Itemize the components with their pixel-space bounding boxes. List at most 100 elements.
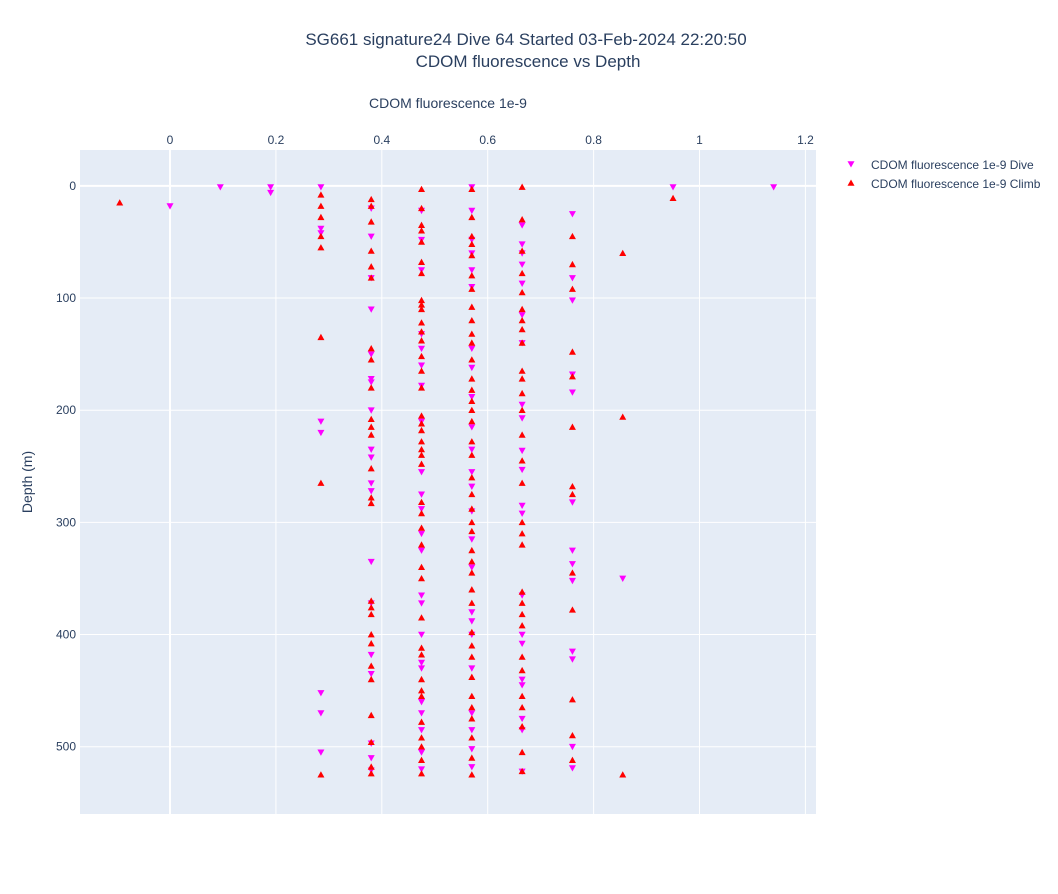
dive-point xyxy=(518,676,526,683)
dive-point xyxy=(367,306,375,313)
x-tick-label: 0 xyxy=(167,133,174,147)
climb-point xyxy=(468,356,476,363)
dive-point xyxy=(317,710,325,717)
dive-point xyxy=(518,447,526,455)
dive-point xyxy=(418,547,426,554)
dive-point xyxy=(568,648,576,655)
x-axis-title: CDOM fluorescence 1e-9 xyxy=(369,95,527,111)
climb-point xyxy=(418,367,426,374)
dive-point xyxy=(518,682,526,689)
dive-point xyxy=(418,506,426,513)
climb-point xyxy=(418,692,426,700)
climb-point xyxy=(317,771,325,778)
dive-point xyxy=(418,600,426,607)
climb-point xyxy=(468,251,476,259)
climb-point xyxy=(518,723,526,730)
climb-point xyxy=(468,546,476,554)
climb-point xyxy=(367,662,375,669)
dive-point xyxy=(568,275,576,282)
climb-point xyxy=(367,604,375,611)
climb-point xyxy=(468,771,476,778)
dive-point xyxy=(468,207,476,215)
legend-item-climb[interactable]: CDOM fluorescence 1e-9 Climb xyxy=(847,177,1041,191)
climb-point xyxy=(418,305,426,313)
dive-point xyxy=(568,577,576,585)
dive-point xyxy=(367,480,375,487)
dive-point xyxy=(418,699,426,706)
climb-point xyxy=(418,204,426,212)
dive-point xyxy=(418,362,426,369)
dive-point xyxy=(518,241,526,248)
dive-point xyxy=(518,312,526,319)
climb-point xyxy=(568,606,576,613)
dive-point xyxy=(317,184,325,191)
climb-point xyxy=(518,666,526,674)
x-tick-label: 0.8 xyxy=(585,133,602,147)
dive-point xyxy=(367,446,375,453)
climb-point xyxy=(468,653,476,660)
climb-point xyxy=(367,415,375,422)
dive-point xyxy=(418,469,426,476)
legend[interactable]: CDOM fluorescence 1e-9 Dive CDOM fluores… xyxy=(847,158,1041,191)
legend-item-dive[interactable]: CDOM fluorescence 1e-9 Dive xyxy=(847,158,1035,172)
dive-point xyxy=(518,466,526,474)
climb-point xyxy=(568,232,576,240)
climb-point xyxy=(468,316,476,324)
climb-point xyxy=(418,541,426,548)
climb-point xyxy=(468,213,476,221)
y-tick-labels: 0 100 200 300 400 500 xyxy=(56,179,76,754)
climb-point xyxy=(367,202,375,209)
dive-point xyxy=(568,297,576,304)
dive-point xyxy=(468,665,476,672)
climb-point xyxy=(468,599,476,606)
climb-point xyxy=(468,417,476,425)
climb-point xyxy=(367,465,375,472)
dive-point xyxy=(568,765,576,772)
climb-point xyxy=(468,715,476,722)
climb-point xyxy=(418,420,426,427)
dive-point xyxy=(317,225,325,233)
dive-point xyxy=(418,749,426,756)
climb-point xyxy=(568,756,576,763)
climb-point xyxy=(367,597,375,604)
dive-point xyxy=(418,659,426,667)
dive-point xyxy=(468,710,476,717)
climb-point xyxy=(518,748,526,756)
climb-point xyxy=(418,384,426,391)
data-points xyxy=(116,183,778,778)
climb-point xyxy=(568,569,576,576)
dive-point xyxy=(669,184,677,191)
dive-point xyxy=(418,766,426,773)
climb-point xyxy=(468,505,476,512)
climb-point xyxy=(367,711,375,719)
climb-point xyxy=(317,479,325,486)
legend-label-climb: CDOM fluorescence 1e-9 Climb xyxy=(871,177,1041,191)
y-tick-label: 0 xyxy=(69,179,76,193)
climb-point xyxy=(518,530,526,537)
climb-point xyxy=(468,586,476,593)
series-climb xyxy=(116,183,677,778)
climb-point xyxy=(468,386,476,393)
climb-point xyxy=(518,588,526,595)
dive-point xyxy=(468,764,476,771)
dive-point xyxy=(468,746,476,753)
climb-point xyxy=(116,199,124,206)
climb-point xyxy=(367,738,375,746)
dive-point xyxy=(418,665,426,672)
climb-point xyxy=(468,285,476,292)
dive-point xyxy=(568,211,576,218)
climb-point xyxy=(568,423,576,430)
climb-point xyxy=(568,490,576,498)
climb-point xyxy=(518,518,526,526)
climb-point xyxy=(418,328,426,335)
climb-point xyxy=(367,640,375,647)
dive-point xyxy=(367,488,375,495)
climb-point xyxy=(518,406,526,414)
chart-title: SG661 signature24 Dive 64 Started 03-Feb… xyxy=(305,30,746,49)
climb-point xyxy=(468,734,476,741)
climb-point xyxy=(518,216,526,223)
dive-point xyxy=(418,345,426,353)
climb-point xyxy=(468,642,476,649)
dive-point xyxy=(367,651,375,659)
